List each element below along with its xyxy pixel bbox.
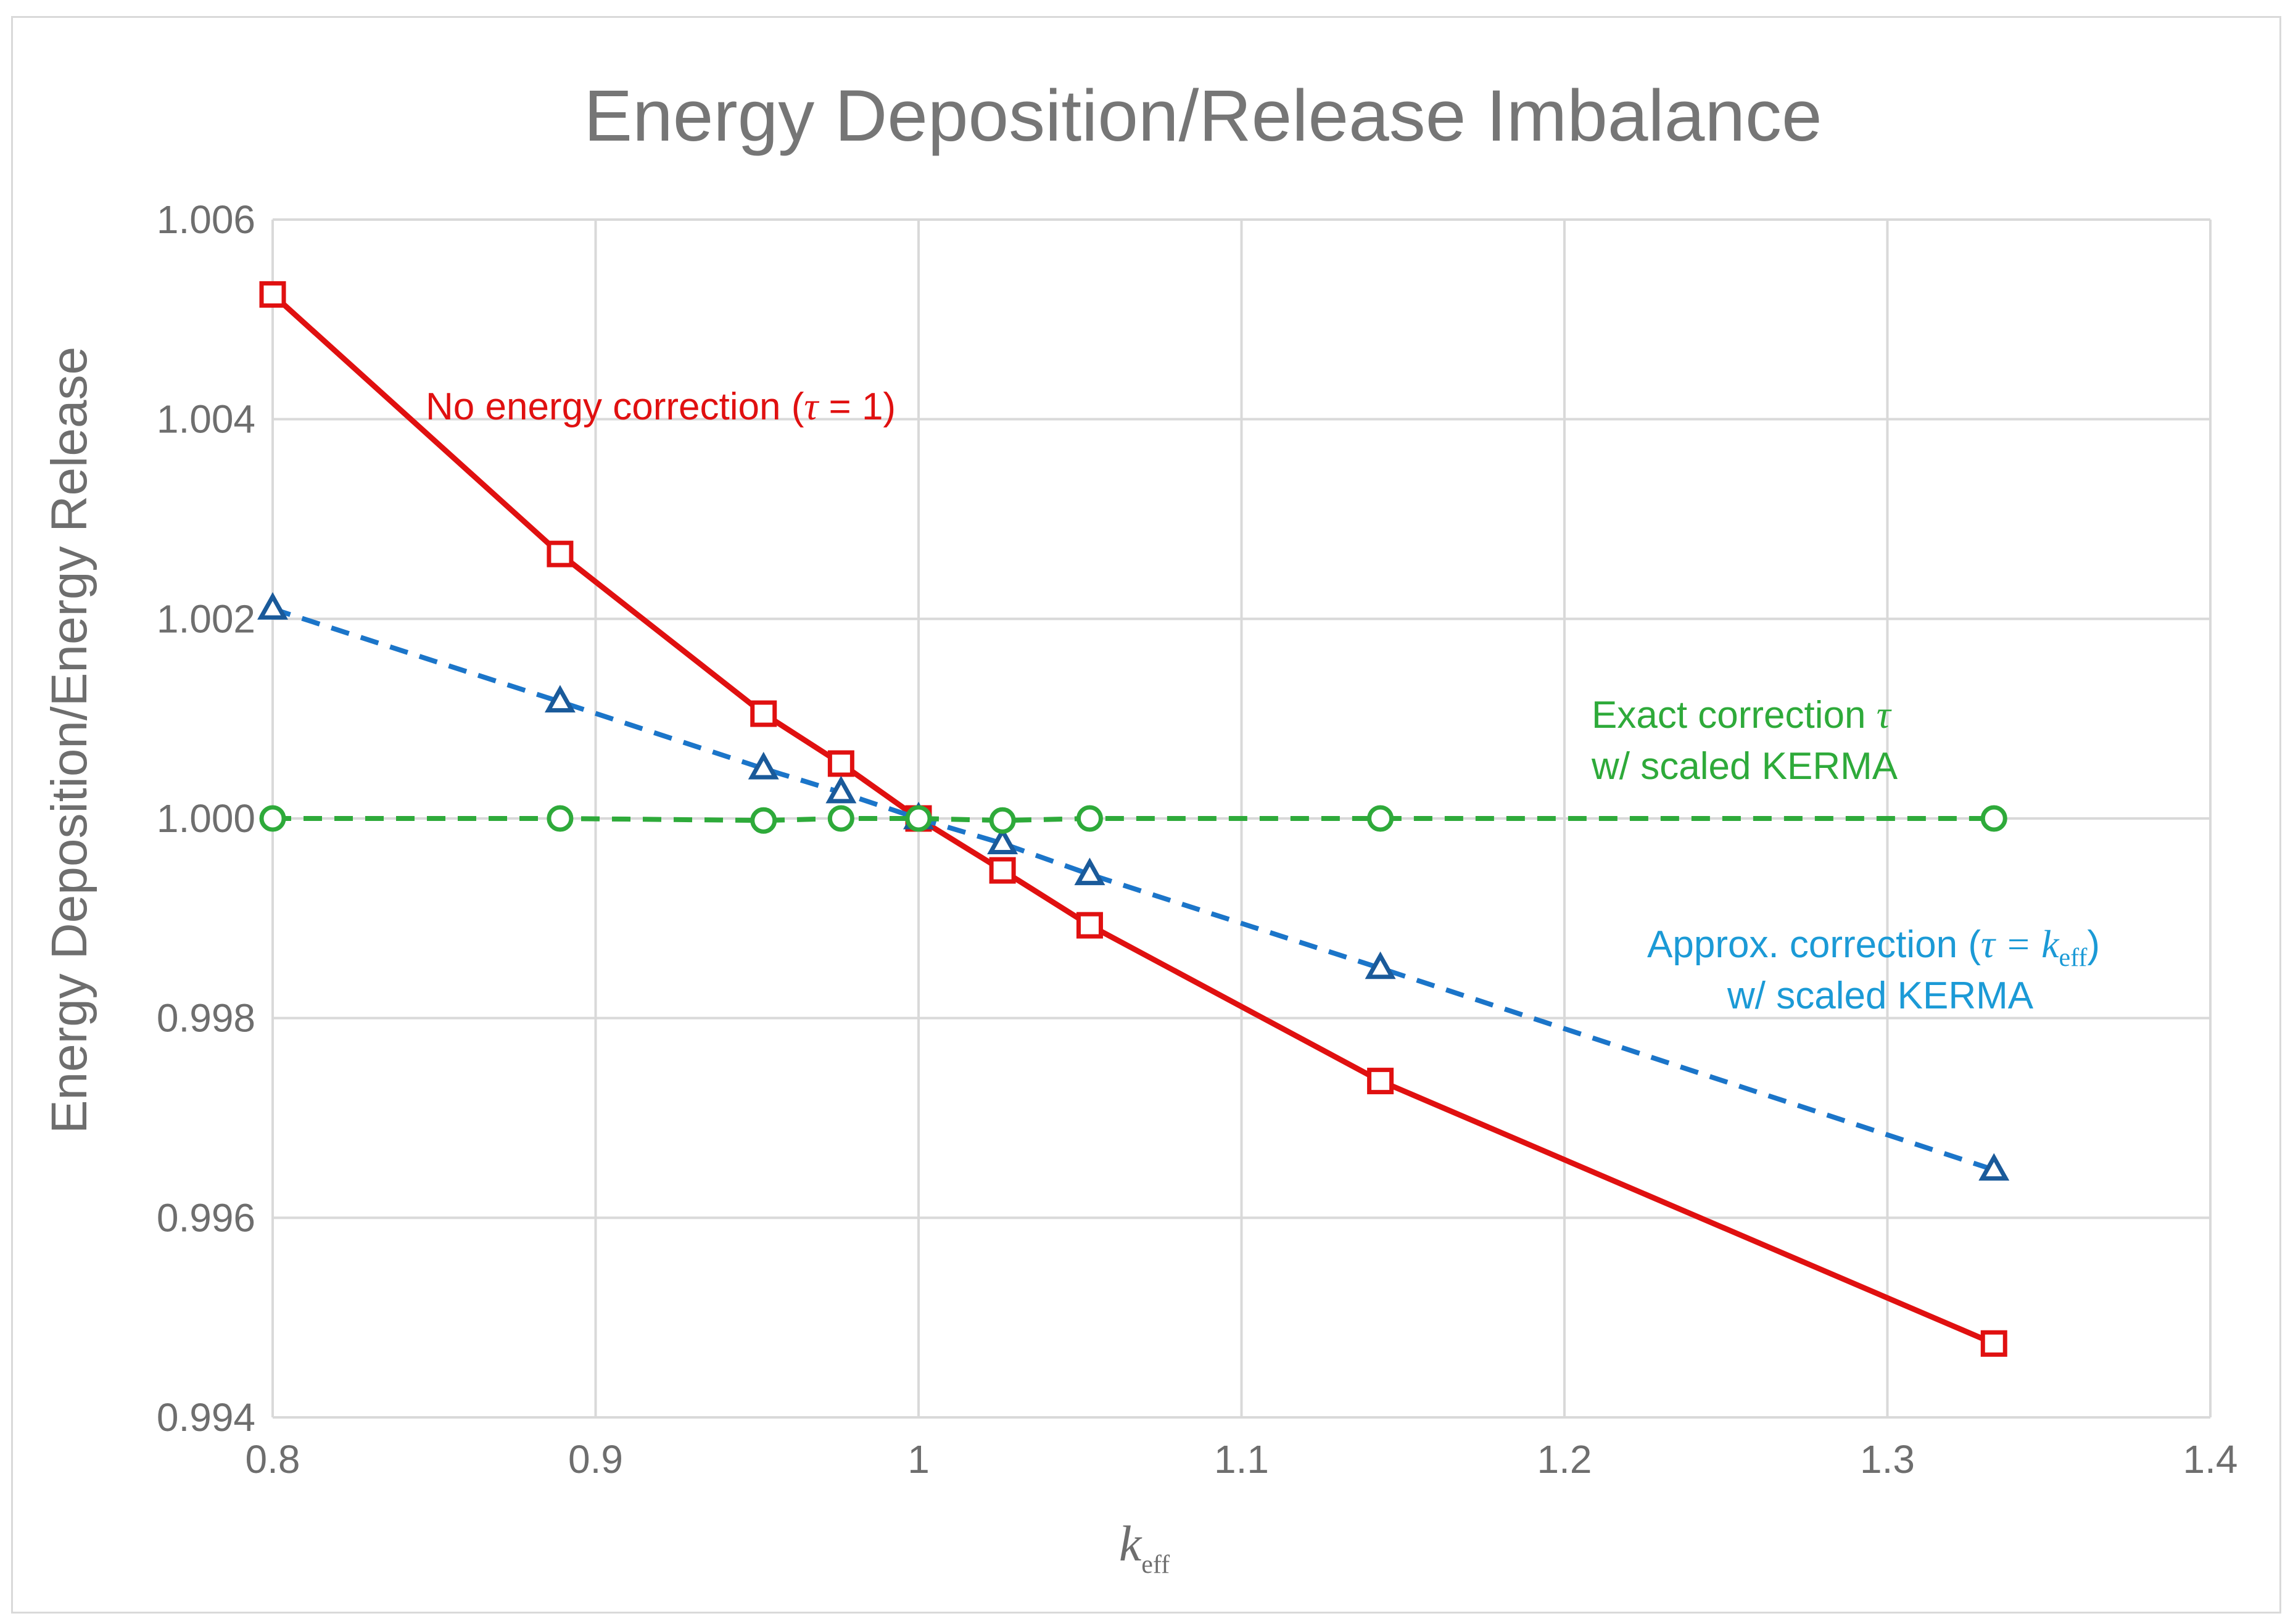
series [257,281,2010,1357]
data-point-triangle [1074,857,1105,886]
series-approx-correction-w-scaled-kerma [257,591,2010,1181]
data-point-square [547,540,574,567]
chart-title: Energy Deposition/Release Imbalance [584,75,1822,157]
data-point-circle [905,805,932,832]
data-point-triangle [1978,1153,2010,1181]
x-tick-label: 1 [907,1437,930,1482]
x-tick-label: 1.1 [1214,1437,1269,1482]
y-tick-label: 0.994 [157,1395,255,1440]
annotation-approx-correction-line2: w/ scaled KERMA [1727,975,2034,1017]
data-point-square [1367,1068,1394,1095]
series-line [271,606,1995,1173]
data-point-square [827,750,854,777]
x-tick-label: 0.8 [246,1437,300,1482]
data-point-square [750,700,777,727]
data-point-circle [750,807,777,834]
data-point-circle [1980,805,2007,832]
y-tick-label: 1.004 [157,397,255,442]
data-point-circle [1367,805,1394,832]
data-point-triangle [544,685,576,713]
x-tick-label: 1.3 [1860,1437,1915,1482]
y-tick-label: 0.998 [157,996,255,1041]
y-tick-label: 1.006 [157,197,255,242]
data-point-square [1980,1330,2007,1357]
data-point-triangle [257,591,288,620]
data-point-circle [1076,805,1103,832]
annotation-approx-correction-line1: Approx. correction (τ = keff) [1647,922,2100,972]
x-axis-label: keff [1119,1515,1170,1579]
x-tick-label: 1.2 [1537,1437,1592,1482]
data-point-circle [827,805,854,832]
annotation-no-correction: No energy correction (τ = 1) [426,384,896,428]
data-point-square [259,281,286,308]
series-line [273,816,1994,823]
data-point-triangle [748,751,779,780]
data-point-circle [989,807,1016,834]
data-point-triangle [987,826,1018,854]
y-tick-label: 1.000 [157,796,255,841]
x-tick-label: 0.9 [568,1437,623,1482]
tick-labels: 0.994 0.996 0.998 1.000 1.002 1.004 1.006 0.8 0.… [157,197,2238,1482]
chart-frame [11,16,2281,1614]
y-axis-label: Energy Deposition/Energy Release [41,347,97,1134]
data-point-square [1076,912,1103,939]
data-point-triangle [825,775,857,804]
data-point-square [989,857,1016,884]
data-point-circle [547,805,574,832]
x-tick-label: 1.4 [2183,1437,2238,1482]
data-point-triangle [1365,951,1396,979]
y-tick-label: 0.996 [157,1195,255,1240]
y-tick-label: 1.002 [157,596,255,641]
series-exact-correction-w-scaled-kerma [259,805,2007,834]
annotation-exact-correction-line1: Exact correction τ [1592,693,1892,736]
annotation-exact-correction-line2: w/ scaled KERMA [1591,745,1898,788]
data-point-circle [259,805,286,832]
